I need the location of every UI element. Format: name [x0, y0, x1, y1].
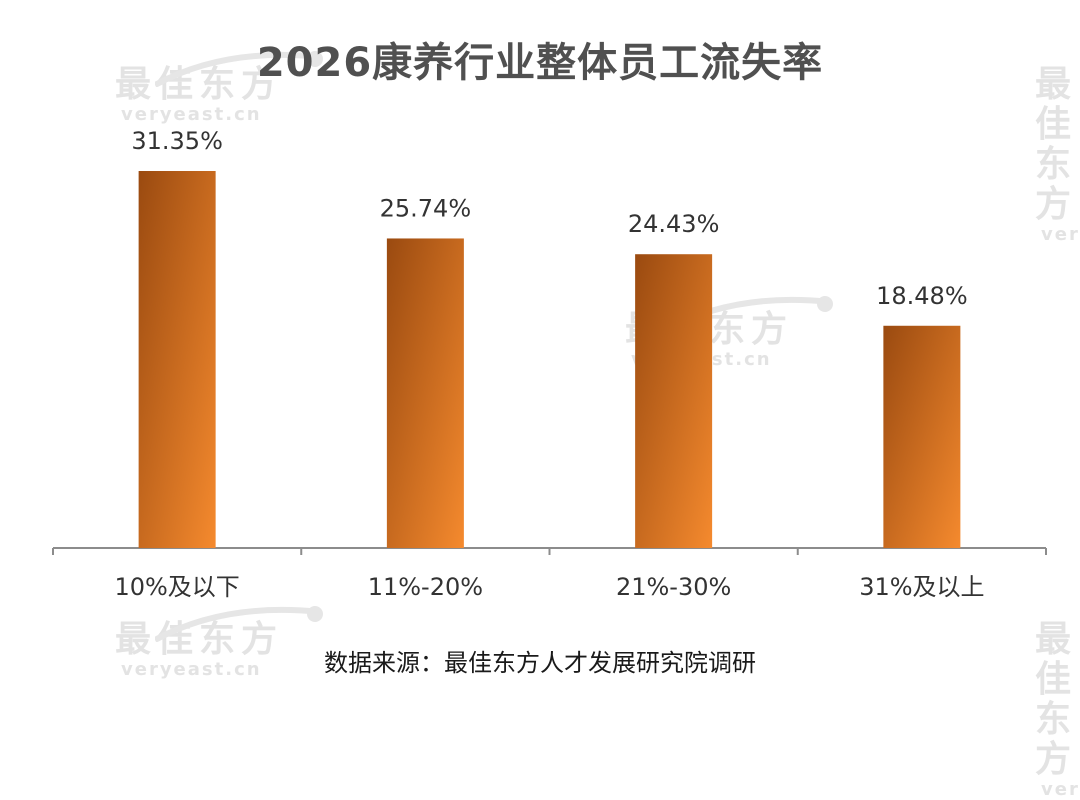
data-label: 24.43%	[628, 210, 720, 238]
x-tick-label: 11%-20%	[368, 573, 483, 601]
bar	[883, 325, 961, 548]
data-label: 25.74%	[380, 194, 472, 222]
chart-title: 2026康养行业整体员工流失率	[256, 40, 824, 86]
data-label: 31.35%	[131, 127, 223, 155]
bar	[138, 171, 216, 548]
bar	[635, 254, 713, 548]
x-tick-label: 21%-30%	[616, 573, 731, 601]
bar	[386, 238, 464, 548]
chart-stage: 最佳东方 veryeast.cn 最佳东方 veryeast.cn 最佳东方 v…	[52, 40, 1080, 800]
x-tick-label: 10%及以下	[114, 573, 239, 601]
watermark-en: veryeast.cn	[1041, 779, 1080, 800]
x-tick-label: 31%及以上	[859, 573, 984, 601]
bar-chart: 31.35% 10%及以下 25.74% 11%-20% 24.43% 21%-30% 18…	[52, 127, 1047, 601]
source-note: 数据来源：最佳东方人才发展研究院调研	[324, 649, 756, 677]
data-label: 18.48%	[876, 282, 968, 310]
